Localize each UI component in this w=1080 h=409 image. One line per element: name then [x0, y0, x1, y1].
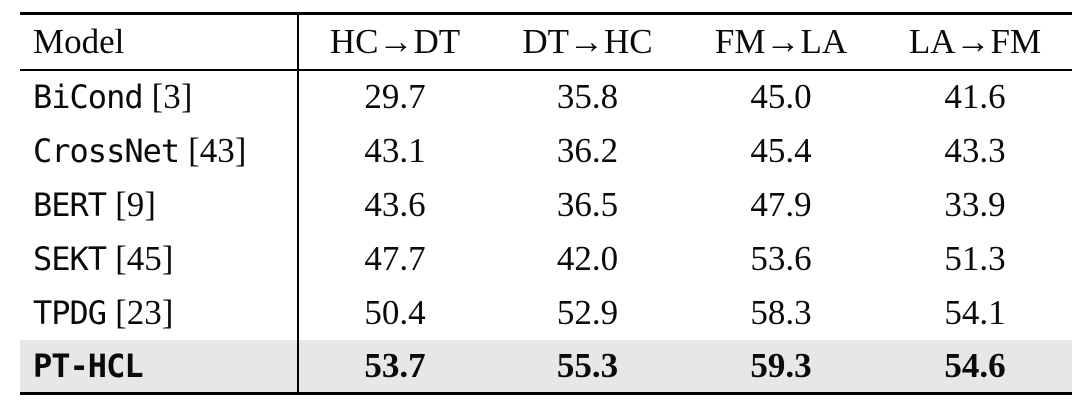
value-cell: 50.4 — [364, 292, 426, 332]
value-cell: 43.6 — [364, 184, 426, 224]
citation-ref: [43] — [188, 130, 247, 170]
value-cell: 33.9 — [944, 184, 1006, 224]
results-table: Model HC→DT DT→HC FM→LA LA→FM BiCond [3] … — [20, 12, 1072, 395]
table-row-bert: BERT [9] 43.6 36.5 47.9 33.9 — [20, 177, 1072, 232]
value-cell: 45.4 — [750, 130, 812, 170]
column-header-hc-dt: HC→DT — [298, 13, 491, 71]
value-cell: 43.1 — [364, 130, 426, 170]
value-cell: 53.7 — [298, 339, 491, 394]
column-header-fm-la: FM→LA — [684, 13, 878, 71]
model-name: PT-HCL — [33, 346, 144, 385]
value-cell: 51.3 — [944, 238, 1006, 278]
value-cell: 42.0 — [556, 238, 619, 278]
model-cell: BiCond [3] — [20, 69, 299, 124]
value-cell: 47.9 — [750, 184, 812, 224]
column-header-model: Model — [20, 13, 299, 71]
value-cell: 29.7 — [364, 77, 426, 116]
column-header-dt-hc: DT→HC — [491, 13, 684, 71]
table-row-pt-hcl-highlighted: PT-HCL 53.7 55.3 59.3 54.6 — [20, 339, 1072, 394]
model-cell: SEKT [45] — [20, 231, 299, 286]
table-row-crossnet: CrossNet [43] 43.1 36.2 45.4 43.3 — [20, 123, 1072, 178]
model-name: TPDG — [33, 293, 107, 332]
value-cell: 41.6 — [944, 77, 1006, 116]
column-header-la-fm: LA→FM — [878, 13, 1072, 71]
citation-ref: [23] — [115, 292, 174, 332]
model-cell: CrossNet [43] — [20, 123, 299, 178]
value-cell: 36.2 — [556, 130, 619, 170]
value-cell: 47.7 — [364, 238, 426, 278]
value-cell: 36.5 — [556, 184, 619, 224]
model-cell: PT-HCL — [20, 339, 299, 394]
model-name: CrossNet — [33, 131, 180, 170]
table-row-bicond: BiCond [3] 29.7 35.8 45.0 41.6 — [20, 69, 1072, 124]
table-row-tpdg: TPDG [23] 50.4 52.9 58.3 54.1 — [20, 285, 1072, 340]
model-name: SEKT — [33, 239, 107, 278]
value-cell: 53.6 — [750, 238, 812, 278]
citation-ref: [45] — [115, 238, 174, 278]
citation-ref: [3] — [151, 77, 193, 116]
model-cell: TPDG [23] — [20, 285, 299, 340]
value-cell: 54.6 — [878, 339, 1072, 394]
model-name: BERT — [33, 185, 107, 224]
value-cell: 52.9 — [556, 292, 619, 332]
value-cell: 58.3 — [750, 292, 812, 332]
value-cell: 43.3 — [944, 130, 1006, 170]
model-name: BiCond — [33, 78, 144, 116]
model-cell: BERT [9] — [20, 177, 299, 232]
value-cell: 54.1 — [944, 292, 1006, 332]
citation-ref: [9] — [115, 184, 156, 224]
value-cell: 55.3 — [491, 339, 684, 394]
value-cell: 35.8 — [556, 77, 619, 116]
table-row-sekt: SEKT [45] 47.7 42.0 53.6 51.3 — [20, 231, 1072, 286]
value-cell: 45.0 — [750, 77, 812, 116]
value-cell: 59.3 — [684, 339, 878, 394]
header-row: Model HC→DT DT→HC FM→LA LA→FM — [20, 13, 1072, 71]
